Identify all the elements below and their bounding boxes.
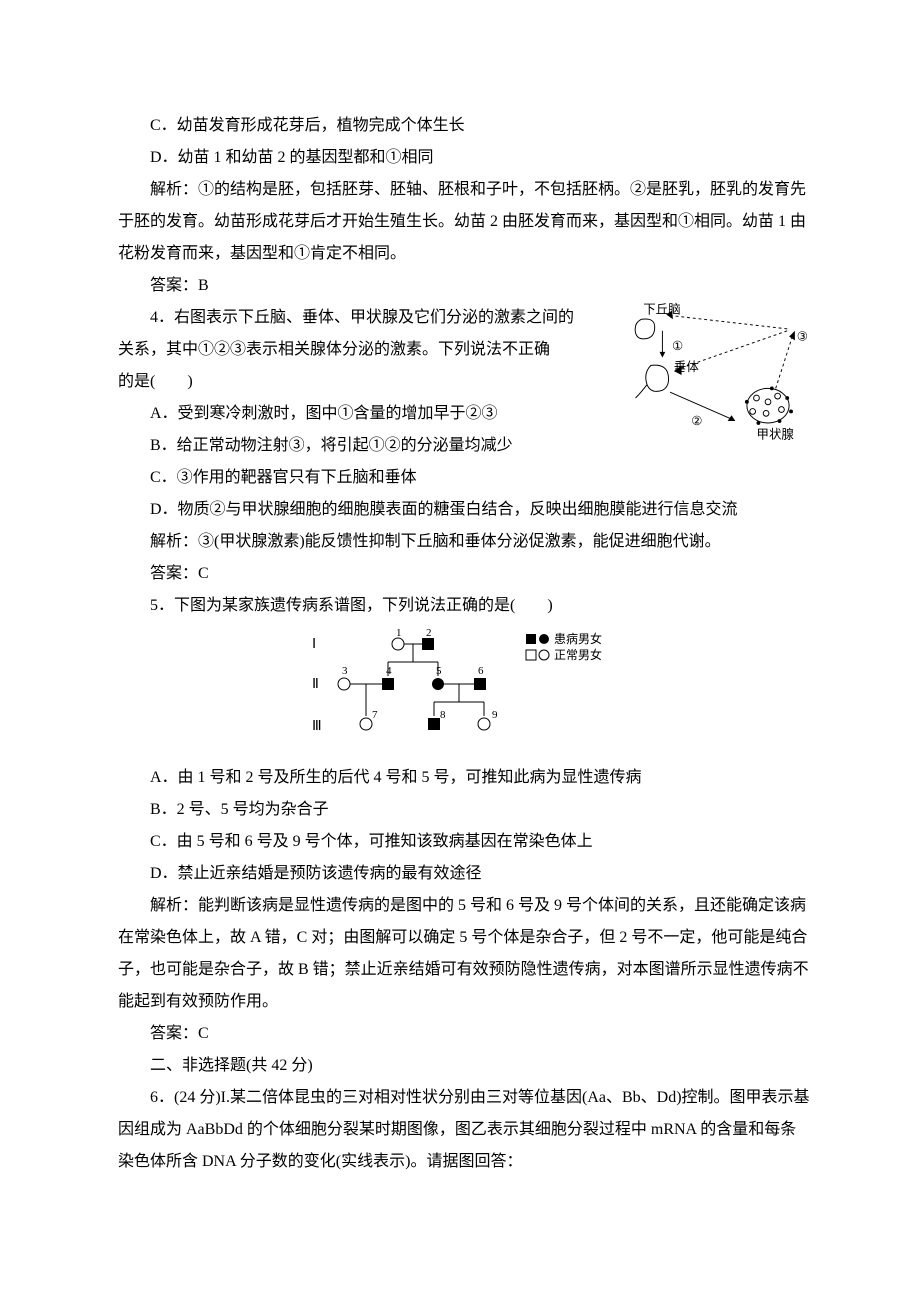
label-hypothalamus: 下丘脑	[643, 303, 680, 317]
q4-diagram: 下丘脑 ① 垂体 ②	[624, 302, 816, 458]
q5-option-d: D．禁止近亲结婚是预防该遗传病的最有效途径	[118, 858, 810, 890]
svg-text:6: 6	[478, 665, 484, 677]
legend-normal: 正常男女	[554, 647, 602, 662]
svg-text:7: 7	[372, 709, 378, 721]
svg-text:9: 9	[492, 709, 498, 721]
q5-stem: 5．下图为某家族遗传病系谱图，下列说法正确的是( )	[118, 590, 810, 622]
label-two: ②	[691, 414, 702, 428]
q3-option-d: D．幼苗 1 和幼苗 2 的基因型都和①相同	[118, 142, 810, 174]
q6-stem: 6．(24 分)I.某二倍体昆虫的三对相对性状分别由三对等位基因(Aa、Bb、D…	[118, 1082, 810, 1178]
label-three: ③	[797, 329, 808, 343]
q5-option-a: A．由 1 号和 2 号及所生的后代 4 号和 5 号，可推知此病为显性遗传病	[118, 762, 810, 794]
q4-explanation: 解析：③(甲状腺激素)能反馈性抑制下丘脑和垂体分泌促激素，能促进细胞代谢。	[118, 526, 810, 558]
q4-option-d: D．物质②与甲状腺细胞的细胞膜表面的糖蛋白结合，反映出细胞膜能进行信息交流	[118, 494, 810, 526]
svg-text:5: 5	[436, 665, 442, 677]
label-one: ①	[672, 339, 683, 353]
svg-text:3: 3	[342, 665, 348, 677]
thyroid-shape	[745, 386, 793, 424]
legend-affected: 患病男女	[554, 631, 602, 646]
gen-I: Ⅰ	[312, 637, 316, 652]
q5-option-c: C．由 5 号和 6 号及 9 号个体，可推知该致病基因在常染色体上	[118, 826, 810, 858]
gen-II: Ⅱ	[312, 677, 319, 692]
q3-option-c: C．幼苗发育形成花芽后，植物完成个体生长	[118, 110, 810, 142]
q4-block: 下丘脑 ① 垂体 ②	[118, 302, 810, 462]
label-thyroid: 甲状腺	[756, 427, 794, 441]
q4-option-c: C．③作用的靶器官只有下丘脑和垂体	[118, 462, 810, 494]
q5-answer: 答案：C	[118, 1018, 810, 1050]
page: C．幼苗发育形成花芽后，植物完成个体生长 D．幼苗 1 和幼苗 2 的基因型都和…	[0, 0, 920, 1302]
section-2-heading: 二、非选择题(共 42 分)	[118, 1050, 810, 1082]
svg-text:2: 2	[426, 627, 432, 639]
q4-answer: 答案：C	[118, 558, 810, 590]
svg-text:4: 4	[386, 665, 392, 677]
q5-explanation: 解析：能判断该病是显性遗传病的是图中的 5 号和 6 号及 9 号个体间的关系，…	[118, 890, 810, 1018]
q3-explanation: 解析：①的结构是胚，包括胚芽、胚轴、胚根和子叶，不包括胚柄。②是胚乳，胚乳的发育…	[118, 174, 810, 270]
svg-text:8: 8	[440, 709, 446, 721]
q5-diagram: Ⅰ Ⅱ Ⅲ 患病男女 正常男女 1 2 3 4	[118, 626, 810, 758]
q5-option-b: B．2 号、5 号均为杂合子	[118, 794, 810, 826]
svg-text:1: 1	[396, 627, 402, 639]
gen-III: Ⅲ	[312, 719, 322, 734]
q3-answer: 答案：B	[118, 270, 810, 302]
